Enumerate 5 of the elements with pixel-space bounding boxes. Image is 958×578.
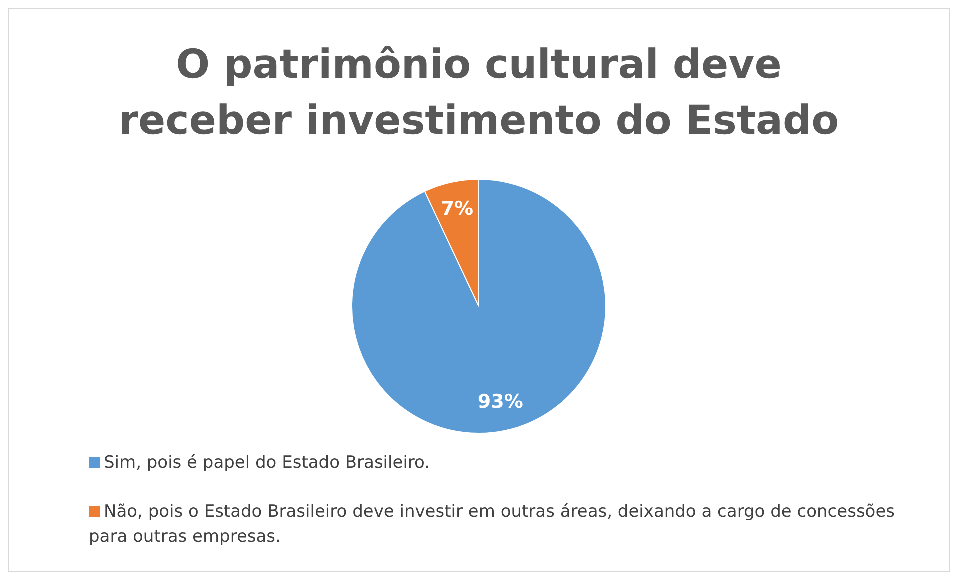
chart-title: O patrimônio cultural deve receber investimento do Estado xyxy=(118,41,840,146)
legend-label: Não, pois o Estado Brasileiro deve investir em outras áreas, deixando a cargo de concessões para outras empresas. xyxy=(89,502,896,547)
data-label: 7% xyxy=(441,198,474,220)
legend-label: Sim, pois é papel do Estado Brasileiro. xyxy=(104,453,430,473)
data-label: 93% xyxy=(478,391,524,414)
